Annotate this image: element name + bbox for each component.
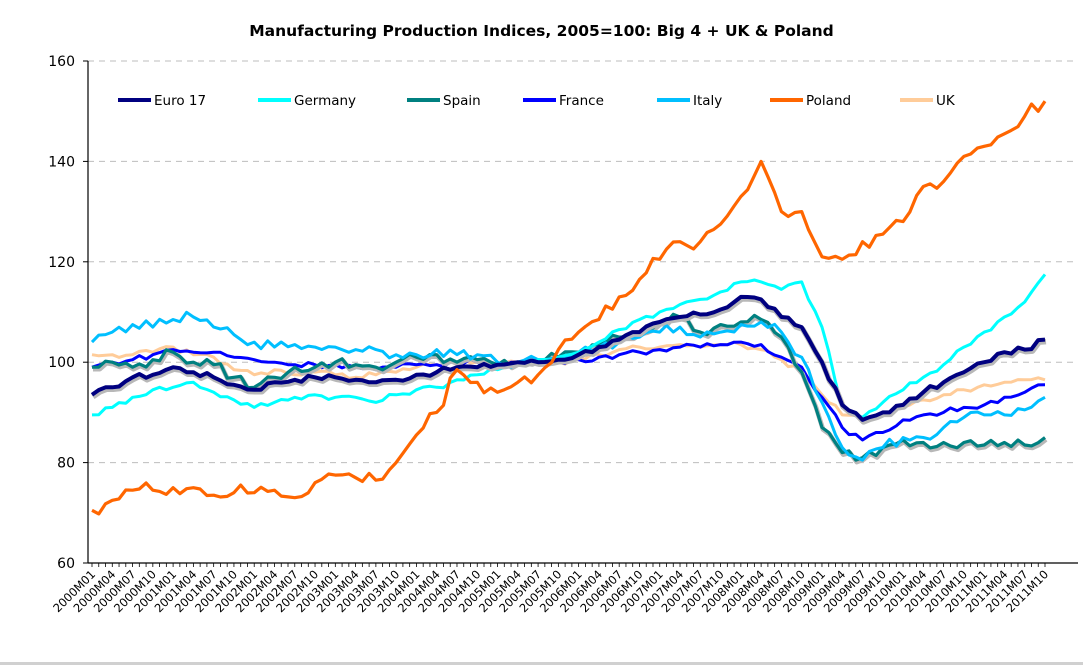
y-tick-label: 160 <box>48 54 75 70</box>
y-tick-label: 60 <box>57 556 75 572</box>
legend-label: Poland <box>806 93 851 109</box>
legend: Euro 17 Germany Spain France Italy Poland UK <box>118 93 956 109</box>
series-lines <box>90 100 1048 516</box>
y-axis-ticks: 60 80 100 120 140 160 <box>48 54 88 572</box>
legend-item: Germany <box>258 93 356 109</box>
legend-item: UK <box>900 93 956 109</box>
legend-label: Italy <box>693 93 722 109</box>
series-line-italy <box>90 310 1046 462</box>
legend-label: UK <box>936 93 956 109</box>
window-bottom-edge <box>0 662 1083 665</box>
y-tick-label: 140 <box>48 154 75 170</box>
legend-item: Spain <box>407 93 481 109</box>
series-line-spain <box>91 312 1046 462</box>
legend-label: France <box>559 93 604 109</box>
legend-label: Euro 17 <box>154 93 206 109</box>
legend-label: Spain <box>443 93 481 109</box>
y-tick-label: 120 <box>48 255 75 271</box>
series-line-euro-17 <box>90 294 1046 422</box>
legend-label: Germany <box>294 93 356 109</box>
x-axis-ticks: 2000M012000M042000M072000M102001M012001M… <box>50 567 1051 615</box>
y-tick-label: 80 <box>57 456 75 472</box>
series-line-germany <box>91 273 1047 419</box>
legend-item: Italy <box>657 93 722 109</box>
legend-item: Poland <box>770 93 851 109</box>
y-tick-label: 100 <box>48 355 75 371</box>
axes <box>87 61 1078 567</box>
legend-item: Euro 17 <box>118 93 206 109</box>
chart-title: Manufacturing Production Indices, 2005=1… <box>249 22 834 40</box>
legend-item: France <box>523 93 604 109</box>
series-line-poland <box>91 100 1047 516</box>
